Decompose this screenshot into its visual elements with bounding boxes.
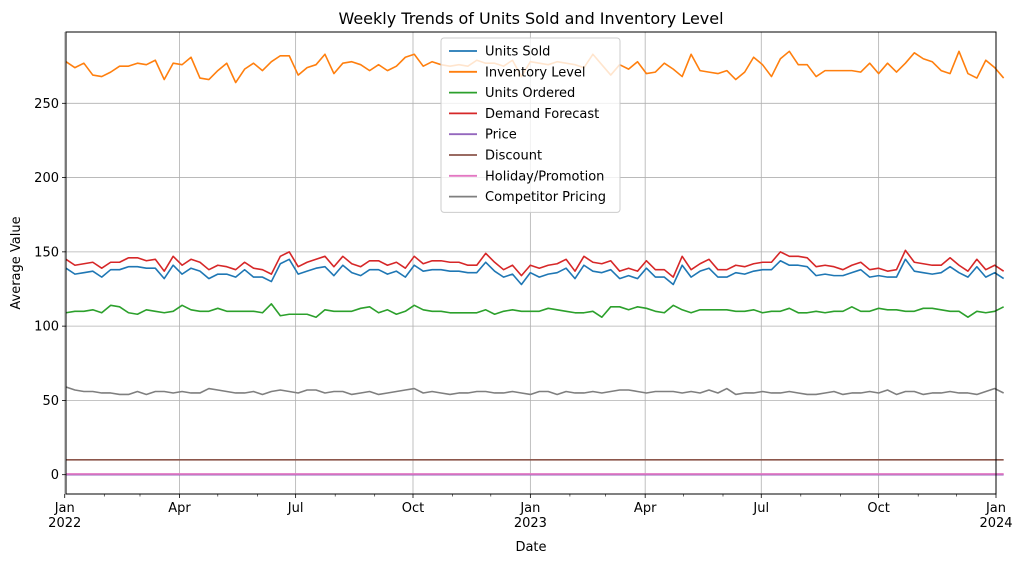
series-line-units-sold — [65, 258, 1005, 286]
y-tick-label: 200 — [34, 171, 59, 186]
y-tick-label: 100 — [34, 320, 59, 335]
y-axis-title: Average Value — [9, 216, 24, 309]
x-tick-label: Jul — [752, 501, 769, 516]
y-axis: 0 50 100 150 200 250 — [34, 97, 66, 483]
plot-frame — [65, 31, 997, 495]
legend-label-units-sold: Units Sold — [485, 45, 550, 60]
y-tick-label: 150 — [34, 245, 59, 260]
x-tick-label: Jul — [287, 501, 304, 516]
legend-label-inventory-level: Inventory Level — [485, 65, 586, 80]
legend-label-holiday-promotion: Holiday/Promotion — [485, 169, 604, 184]
series-line-competitor-pricing — [65, 386, 1005, 396]
x-tick-year-label: 2022 — [48, 516, 81, 531]
x-tick-label: Jan — [519, 501, 540, 516]
x-tick-year-label: 2023 — [514, 516, 547, 531]
series-line-demand-forecast — [65, 249, 1005, 278]
legend-box — [440, 37, 621, 213]
legend-label-competitor-pricing: Competitor Pricing — [485, 190, 606, 205]
chart-title: Weekly Trends of Units Sold and Inventor… — [338, 9, 723, 28]
y-tick-label: 250 — [34, 97, 59, 112]
legend-label-demand-forecast: Demand Forecast — [485, 107, 599, 122]
y-tick-label: 0 — [51, 468, 59, 483]
series-line-units-ordered — [65, 303, 1005, 319]
legend-label-discount: Discount — [485, 149, 542, 164]
x-tick-label: Apr — [168, 501, 191, 516]
y-tick-label: 50 — [42, 394, 59, 409]
x-tick-year-label: 2024 — [979, 516, 1012, 531]
x-tick-label: Oct — [402, 501, 424, 516]
legend-label-units-ordered: Units Ordered — [485, 86, 575, 101]
x-tick-label: Jan — [985, 501, 1006, 516]
x-tick-label: Jan — [54, 501, 75, 516]
legend-label-price: Price — [485, 128, 517, 143]
x-axis-title: Date — [515, 540, 546, 555]
x-tick-label: Apr — [634, 501, 657, 516]
legend: Units Sold Inventory Level Units Ordered De… — [440, 37, 621, 213]
x-tick-label: Oct — [867, 501, 889, 516]
